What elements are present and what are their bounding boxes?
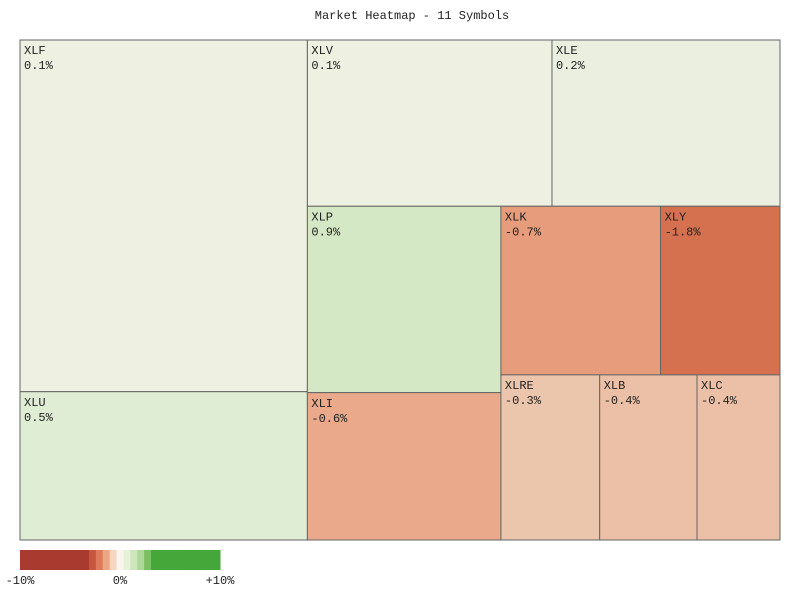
- colorbar-step: [75, 550, 83, 570]
- tile-symbol: XLU: [24, 396, 46, 410]
- colorbar-step: [33, 550, 42, 570]
- tile-symbol: XLB: [604, 379, 626, 393]
- tile-symbol: XLE: [556, 44, 578, 58]
- colorbar-step: [26, 550, 35, 570]
- colorbar-step: [192, 550, 200, 570]
- colorbar-step: [144, 550, 152, 570]
- tile-symbol: XLC: [701, 379, 723, 393]
- colorbar-step: [185, 550, 193, 570]
- tile: [306, 205, 502, 394]
- tile: [306, 392, 502, 541]
- colorbar-step: [164, 550, 173, 570]
- tile: [306, 39, 553, 207]
- tile: [660, 205, 781, 376]
- colorbar-step: [54, 550, 62, 570]
- colorbar-tick-label: 0%: [113, 574, 128, 588]
- tile-symbol: XLK: [505, 210, 527, 224]
- colorbar-step: [82, 550, 90, 570]
- tile-symbol: XLF: [24, 44, 46, 58]
- colorbar-step: [199, 550, 207, 570]
- tile: [19, 391, 308, 541]
- chart-title: Market Heatmap - 11 Symbols: [315, 9, 509, 23]
- tile-value-label: -0.4%: [701, 394, 738, 408]
- tile-symbol: XLRE: [505, 379, 534, 393]
- colorbar-step: [157, 550, 166, 570]
- colorbar-step: [116, 550, 124, 570]
- colorbar-step: [61, 550, 69, 570]
- tile-symbol: XLP: [311, 210, 333, 224]
- colorbar-tick-label: +10%: [206, 574, 236, 588]
- tile-value-label: -0.6%: [311, 412, 348, 426]
- colorbar-step: [20, 550, 28, 570]
- colorbar-step: [171, 550, 180, 570]
- tile-value-label: 0.9%: [311, 225, 341, 239]
- colorbar-step: [151, 550, 159, 570]
- colorbar-step: [102, 550, 111, 570]
- colorbar-step: [95, 550, 104, 570]
- tile-value-label: -0.4%: [604, 394, 641, 408]
- tile-value-label: 0.1%: [311, 59, 341, 73]
- tile-value-label: 0.1%: [24, 59, 54, 73]
- colorbar-step: [206, 550, 214, 570]
- colorbar-step: [123, 550, 131, 570]
- colorbar-step: [137, 550, 145, 570]
- colorbar-step: [40, 550, 49, 570]
- tile-value-label: -0.7%: [505, 225, 542, 239]
- tile: [696, 374, 781, 541]
- colorbar-step: [47, 550, 55, 570]
- tile-symbol: XLV: [311, 44, 333, 58]
- tile-value-label: 0.5%: [24, 411, 54, 425]
- colorbar-step: [130, 550, 138, 570]
- colorbar-tick-label: -10%: [6, 574, 36, 588]
- tile: [551, 39, 781, 207]
- tile-value-label: -0.3%: [505, 394, 542, 408]
- colorbar-step: [88, 550, 97, 570]
- tile-symbol: XLY: [665, 210, 687, 224]
- tile-value-label: 0.2%: [556, 59, 586, 73]
- tile: [599, 374, 698, 541]
- colorbar-step: [213, 550, 221, 570]
- tile-value-label: -1.8%: [665, 225, 702, 239]
- tile: [19, 39, 308, 393]
- tile-symbol: XLI: [311, 397, 333, 411]
- colorbar-step: [109, 550, 118, 570]
- colorbar-step: [68, 550, 76, 570]
- colorbar-step: [178, 550, 187, 570]
- tile: [500, 205, 662, 376]
- tile: [500, 374, 601, 541]
